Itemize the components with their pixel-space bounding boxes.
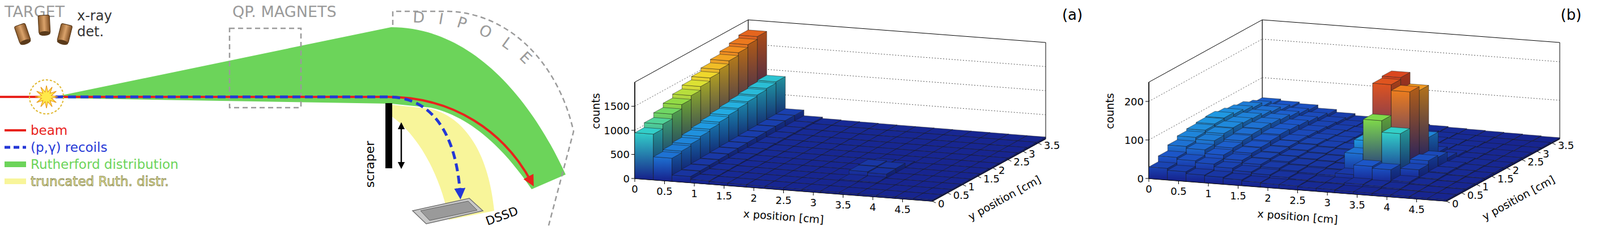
svg-text:x position [cm]: x position [cm] (1257, 207, 1339, 227)
svg-text:0: 0 (623, 172, 630, 185)
svg-text:det.: det. (77, 23, 104, 40)
svg-text:2: 2 (750, 192, 757, 205)
svg-text:(a): (a) (1062, 6, 1083, 24)
svg-text:3: 3 (809, 196, 817, 209)
svg-text:3: 3 (1323, 196, 1331, 209)
svg-text:3.5: 3.5 (834, 198, 852, 211)
svg-text:scraper: scraper (362, 140, 377, 189)
svg-text:2: 2 (1512, 164, 1519, 177)
svg-text:2.5: 2.5 (1527, 155, 1544, 168)
svg-text:2: 2 (998, 164, 1005, 177)
svg-text:2.5: 2.5 (775, 194, 792, 207)
svg-text:0.5: 0.5 (953, 189, 970, 202)
svg-text:2.5: 2.5 (1013, 155, 1030, 168)
svg-text:0: 0 (1145, 183, 1152, 195)
svg-text:3: 3 (1028, 147, 1035, 160)
svg-text:DSSD: DSSD (484, 204, 521, 229)
svg-text:y position [cm]: y position [cm] (1479, 172, 1557, 223)
svg-text:0: 0 (1137, 172, 1144, 185)
svg-text:y position [cm]: y position [cm] (965, 172, 1043, 223)
svg-text:4: 4 (1383, 201, 1390, 214)
svg-text:counts: counts (589, 92, 602, 130)
svg-text:4.5: 4.5 (1408, 203, 1425, 216)
svg-text:2: 2 (1264, 192, 1271, 205)
svg-text:3.5: 3.5 (1558, 139, 1575, 152)
svg-text:x position [cm]: x position [cm] (743, 207, 825, 227)
svg-text:x-ray: x-ray (77, 7, 113, 24)
svg-text:2.5: 2.5 (1289, 194, 1306, 207)
svg-text:1.5: 1.5 (1497, 172, 1514, 185)
svg-text:(b): (b) (1560, 6, 1582, 24)
svg-text:0.5: 0.5 (656, 185, 673, 198)
svg-text:1500: 1500 (603, 100, 630, 113)
svg-text:DIPOLE: DIPOLE (412, 7, 546, 77)
svg-text:QP. MAGNETS: QP. MAGNETS (232, 2, 337, 21)
svg-text:1000: 1000 (603, 124, 630, 137)
svg-text:0.5: 0.5 (1467, 189, 1484, 202)
svg-text:1.5: 1.5 (715, 189, 733, 202)
svg-text:0: 0 (1452, 197, 1459, 210)
svg-text:1: 1 (968, 180, 975, 193)
svg-text:0: 0 (938, 197, 945, 210)
svg-text:1: 1 (1482, 180, 1489, 193)
svg-text:3.5: 3.5 (1348, 198, 1366, 211)
svg-text:0: 0 (631, 183, 638, 195)
svg-text:0.5: 0.5 (1170, 185, 1187, 198)
svg-text:beam: beam (30, 122, 68, 138)
svg-text:1: 1 (1204, 187, 1212, 200)
svg-text:truncated Ruth. distr.: truncated Ruth. distr. (30, 173, 169, 189)
svg-text:1: 1 (690, 187, 698, 200)
svg-text:1.5: 1.5 (983, 172, 1000, 185)
svg-text:counts: counts (1103, 92, 1116, 130)
svg-text:1.5: 1.5 (1229, 189, 1247, 202)
svg-text:3.5: 3.5 (1043, 139, 1061, 152)
svg-text:4.5: 4.5 (894, 203, 911, 216)
svg-text:4: 4 (869, 201, 876, 214)
svg-text:500: 500 (610, 148, 630, 161)
svg-text:(p,γ) recoils: (p,γ) recoils (30, 139, 108, 155)
svg-text:3: 3 (1542, 147, 1549, 160)
svg-text:100: 100 (1124, 134, 1144, 147)
svg-text:TARGET: TARGET (3, 2, 66, 21)
svg-text:200: 200 (1124, 95, 1144, 108)
svg-text:Rutherford distribution: Rutherford distribution (30, 156, 179, 172)
